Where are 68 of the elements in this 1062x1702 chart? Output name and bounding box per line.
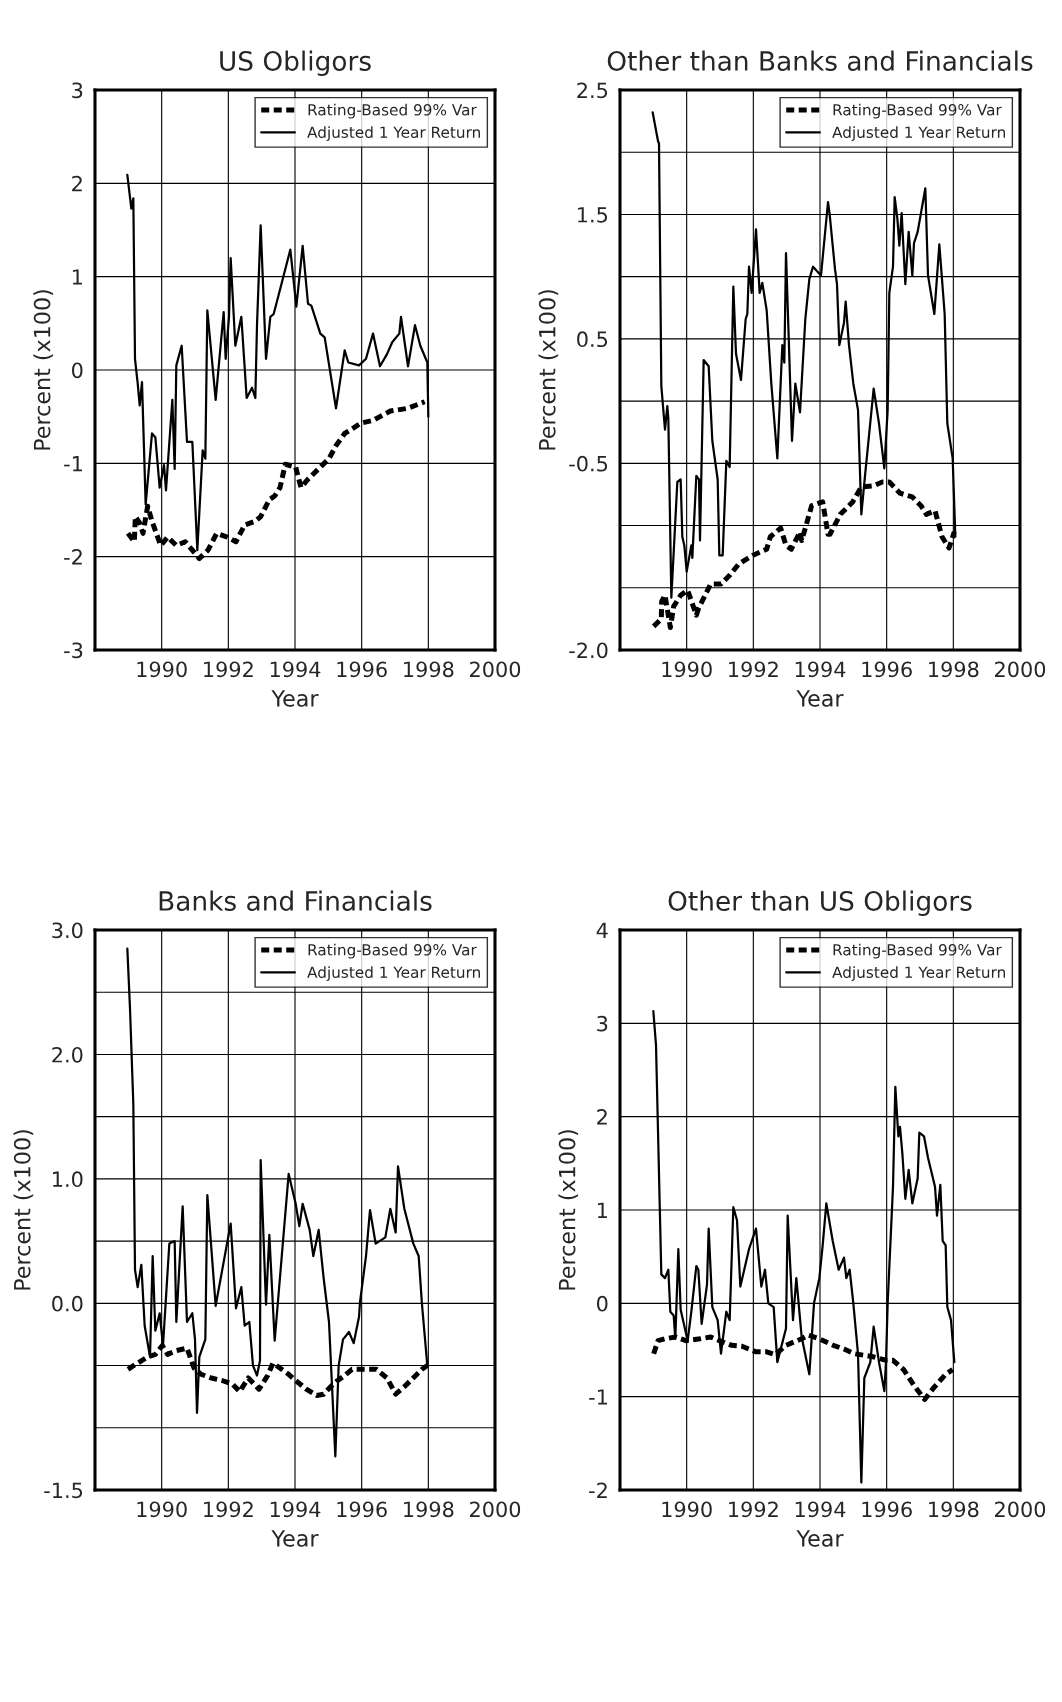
- x-tick-label: 1992: [204, 1501, 253, 1518]
- y-axis-title: Percent (x100): [33, 290, 54, 450]
- x-tick-label: 2000: [995, 1501, 1046, 1518]
- x-tick-label: 1990: [137, 1501, 187, 1518]
- chart-title: US Obligors: [220, 50, 371, 77]
- y-tick-label: 1: [72, 269, 82, 285]
- y-tick-label: 0: [72, 362, 83, 379]
- y-tick-label: -2: [64, 549, 82, 565]
- y-tick-label: 2: [597, 1109, 607, 1125]
- x-axis-title: Year: [271, 690, 319, 707]
- legend-label: Rating-Based 99% Var: [833, 103, 1002, 119]
- y-tick-label: 2: [72, 175, 82, 192]
- x-axis-title: Year: [796, 690, 844, 707]
- legend-label: Rating-Based 99% Var: [308, 103, 477, 119]
- x-tick-label: 1994: [270, 661, 321, 678]
- y-axis-title: Percent (x100): [538, 290, 559, 450]
- y-tick-label: -1: [589, 1389, 607, 1405]
- legend-label: Rating-Based 99% Var: [308, 943, 477, 959]
- y-tick-label: 3: [597, 1015, 608, 1032]
- y-tick-label: 0: [597, 1295, 608, 1312]
- y-tick-label: 1.0: [53, 1171, 83, 1188]
- x-tick-label: 2000: [470, 1501, 521, 1518]
- x-tick-label: 1996: [337, 1501, 387, 1518]
- x-tick-label: 1998: [929, 1501, 979, 1518]
- legend-label: Adjusted 1 Year Return: [832, 126, 1005, 141]
- x-tick-label: 1994: [270, 1501, 321, 1518]
- x-tick-label: 1996: [862, 661, 912, 678]
- y-tick-label: -2.0: [569, 642, 608, 659]
- x-axis-title: Year: [271, 1530, 319, 1547]
- y-tick-label: 1.5: [578, 207, 608, 223]
- chart-title: Banks and Financials: [159, 890, 432, 911]
- legend-label: Adjusted 1 Year Return: [307, 126, 480, 141]
- x-tick-label: 1990: [662, 1501, 712, 1518]
- y-tick-label: -1: [64, 456, 82, 472]
- y-tick-label: 1: [597, 1202, 607, 1218]
- legend-label: Rating-Based 99% Var: [833, 943, 1002, 959]
- x-tick-label: 1994: [795, 661, 846, 678]
- x-tick-label: 2000: [470, 661, 521, 678]
- legend-label: Adjusted 1 Year Return: [832, 966, 1005, 981]
- x-tick-label: 1998: [404, 661, 454, 678]
- x-tick-label: 1996: [337, 661, 387, 678]
- y-tick-label: -1.5: [44, 1482, 83, 1499]
- y-tick-label: -3: [64, 642, 83, 659]
- x-tick-label: 1994: [795, 1501, 846, 1518]
- y-tick-label: 2.5: [577, 82, 608, 99]
- x-tick-label: 1998: [929, 661, 979, 678]
- chart-title: Other than Banks and Financials: [607, 50, 1033, 71]
- x-tick-label: 1990: [662, 661, 712, 678]
- y-tick-label: -2: [589, 1482, 607, 1498]
- x-tick-label: 1992: [204, 661, 253, 678]
- x-tick-label: 1992: [729, 1501, 778, 1518]
- legend-label: Adjusted 1 Year Return: [307, 966, 480, 981]
- y-tick-label: 0.5: [577, 331, 608, 348]
- y-tick-label: -0.5: [569, 455, 608, 472]
- y-tick-label: 0.0: [52, 1295, 83, 1312]
- y-tick-label: 3.0: [52, 922, 83, 939]
- x-tick-label: 1996: [862, 1501, 912, 1518]
- x-tick-label: 1998: [404, 1501, 454, 1518]
- x-tick-label: 1990: [137, 661, 187, 678]
- y-axis-title: Percent (x100): [13, 1130, 34, 1290]
- y-tick-label: 2.0: [52, 1046, 83, 1063]
- x-tick-label: 2000: [995, 661, 1046, 678]
- x-tick-label: 1992: [729, 661, 778, 678]
- x-axis-title: Year: [796, 1530, 844, 1547]
- chart-title: Other than US Obligors: [668, 890, 972, 917]
- y-tick-label: 4: [596, 922, 608, 938]
- y-tick-label: 3: [72, 82, 83, 99]
- y-axis-title: Percent (x100): [558, 1130, 579, 1290]
